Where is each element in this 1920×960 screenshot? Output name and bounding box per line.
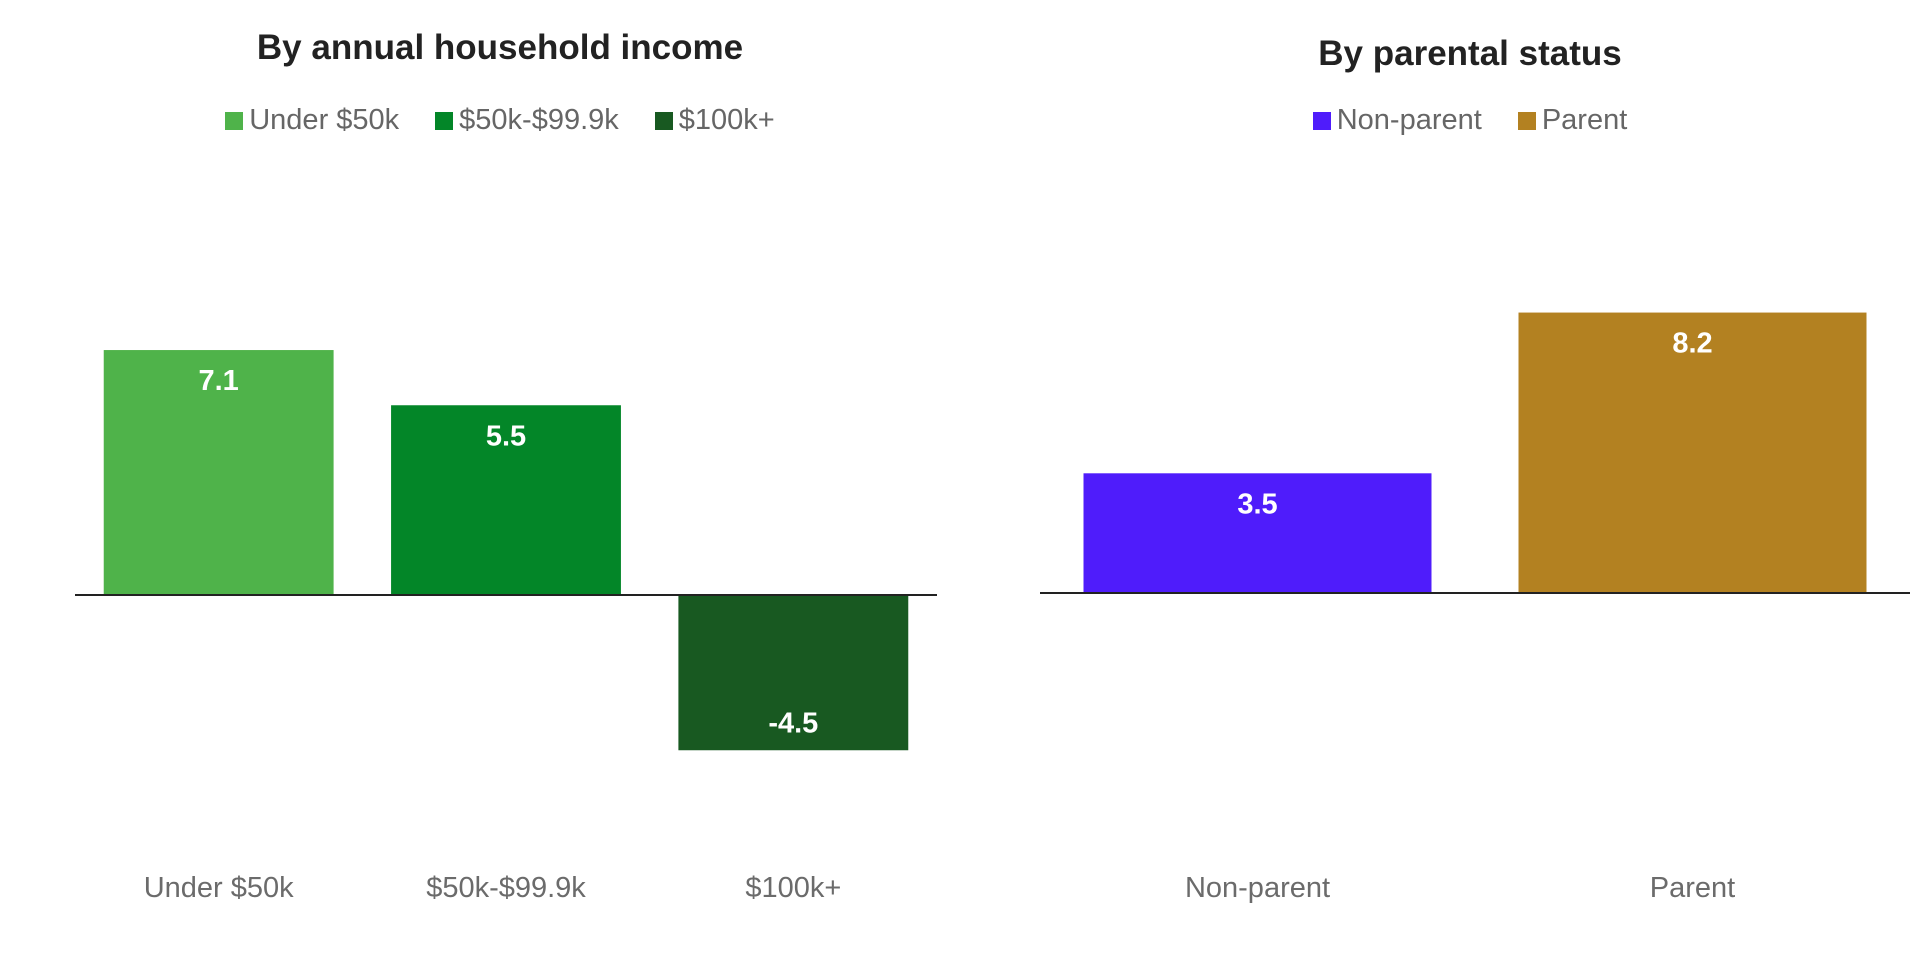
chart-title: By annual household income [256,28,744,67]
category-label: $50k-$99.9k [426,872,586,904]
parental-chart-panel: By parental status Non-parent Parent 3.5… [1030,0,1910,960]
data-label: 7.1 [199,365,239,397]
data-label: 3.5 [1237,488,1277,520]
legend-item-50k-99k: $50k-$99.9k [435,104,619,137]
legend-label: $50k-$99.9k [459,104,619,136]
category-label: Parent [1650,872,1735,904]
legend-label: Under $50k [249,104,400,136]
data-label: -4.5 [768,707,818,739]
legend-label: Non-parent [1336,104,1482,136]
data-label: 8.2 [1672,328,1712,360]
legend-item-parent: Parent [1517,104,1628,137]
bar-non-parent [1083,473,1432,593]
legend: Non-parent Parent [1030,104,1910,137]
legend-swatch [1517,111,1536,130]
legend-item-100k-plus: $100k+ [654,104,775,137]
bar-parent [1518,312,1867,593]
legend-swatch [435,111,454,130]
parental-bar-chart: 3.5 Non-parent 8.2 Parent [1040,312,1910,904]
category-label: $100k+ [745,872,841,904]
legend-item-under-50k: Under $50k [225,104,399,137]
legend-label: Parent [1541,104,1628,136]
bar-under-50k [103,350,334,595]
legend: Under $50k $50k-$99.9k $100k+ [60,104,940,137]
income-bar-chart: 7.1 Under $50k 5.5 $50k-$99.9k -4.5 $100k+ [75,350,937,904]
category-label: Non-parent [1185,872,1330,904]
legend-label: $100k+ [678,104,775,136]
legend-swatch [1312,111,1331,130]
category-label: Under $50k [144,872,294,904]
income-chart-panel: By annual household income Under $50k $5… [60,0,940,960]
legend-swatch [654,111,673,130]
bar--50k-99-9k [391,405,621,595]
legend-item-non-parent: Non-parent [1312,104,1482,137]
chart-title: By parental status [1318,34,1622,73]
legend-swatch [225,111,244,130]
data-label: 5.5 [486,420,526,452]
bar--100k- [678,595,909,751]
